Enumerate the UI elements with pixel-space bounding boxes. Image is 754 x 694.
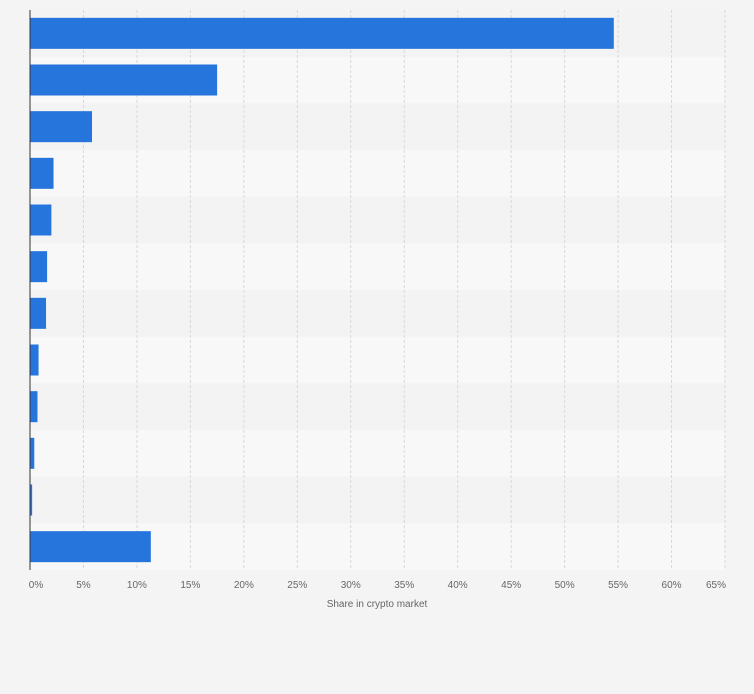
x-tick-label: 10% (127, 580, 147, 591)
row-band (30, 290, 725, 337)
x-tick-label: 30% (341, 580, 361, 591)
x-tick-label: 50% (555, 580, 575, 591)
bar[interactable] (30, 437, 35, 469)
bar[interactable] (30, 297, 47, 329)
x-tick-label: 5% (76, 580, 91, 591)
x-tick-label: 45% (501, 580, 521, 591)
bar[interactable] (30, 484, 33, 516)
bar[interactable] (30, 111, 93, 143)
x-axis-tick-labels: 0% 5% 10% 15% 20% 25% 30% 35% 40% 45% 50% 55% 60% 65% (29, 580, 726, 591)
x-tick-label: 55% (608, 580, 628, 591)
bar[interactable] (30, 157, 54, 189)
x-tick-label: 15% (180, 580, 200, 591)
x-tick-label: 35% (394, 580, 414, 591)
row-band (30, 103, 725, 150)
row-band (30, 476, 725, 524)
bar[interactable] (30, 391, 38, 423)
bar[interactable] (30, 64, 218, 96)
row-bands (30, 10, 725, 570)
bar[interactable] (30, 344, 39, 376)
row-band (30, 383, 725, 430)
row-band (30, 336, 725, 384)
x-tick-label: 25% (287, 580, 307, 591)
bars (30, 17, 614, 563)
bar[interactable] (30, 531, 151, 563)
x-tick-label: 65% (706, 580, 726, 591)
row-band (30, 243, 725, 290)
grid-lines (82, 10, 726, 570)
row-band (30, 196, 725, 244)
bar[interactable] (30, 17, 614, 49)
row-band (30, 150, 725, 197)
bar[interactable] (30, 204, 52, 236)
x-tick-label: 20% (234, 580, 254, 591)
x-tick-label: 40% (448, 580, 468, 591)
x-tick-label: 0% (29, 580, 44, 591)
bar[interactable] (30, 251, 48, 283)
row-band (30, 430, 725, 477)
x-tick-label: 60% (662, 580, 682, 591)
x-axis-label: Share in crypto market (327, 599, 428, 610)
